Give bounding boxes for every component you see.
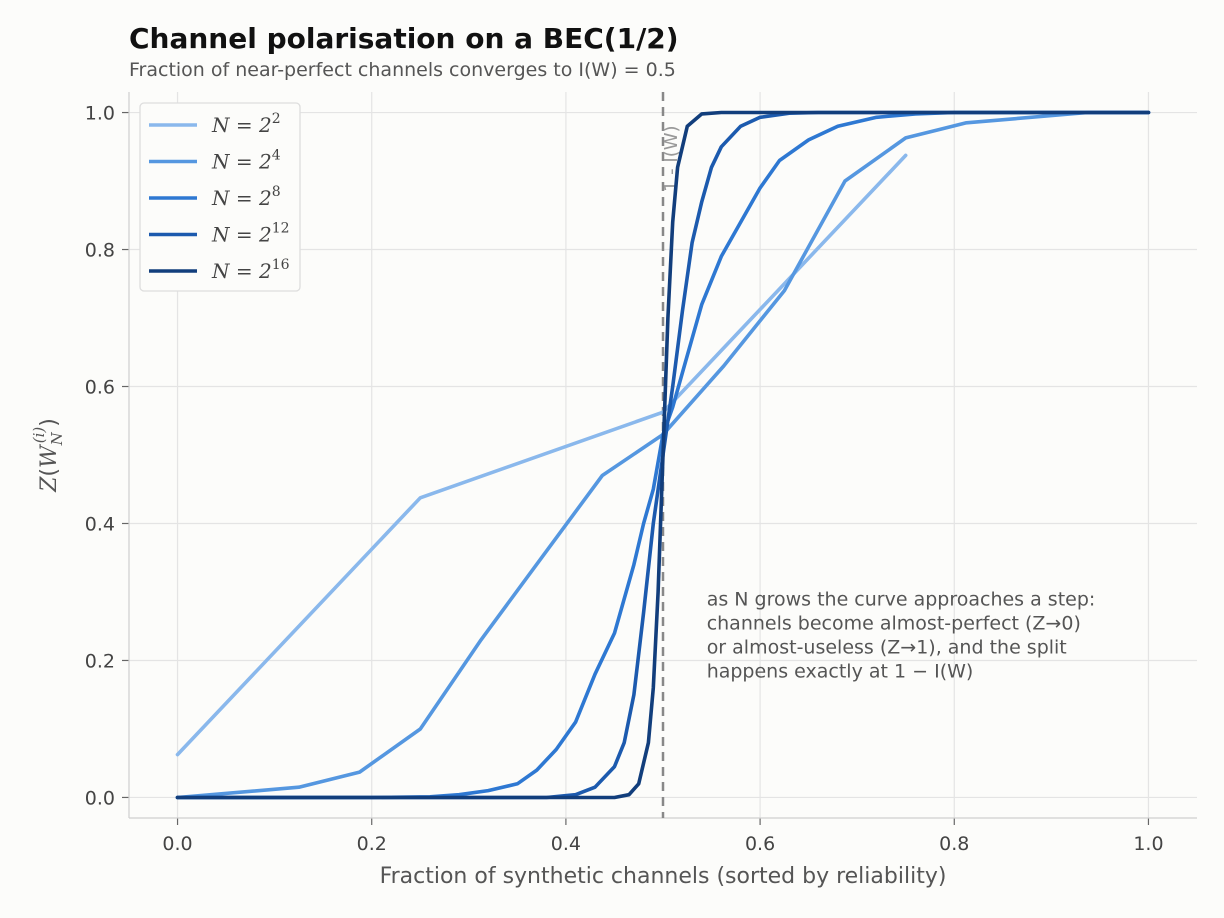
x-tick-label: 0.4 xyxy=(551,833,581,855)
tick-labels: 0.0 0.2 0.4 0.6 0.8 1.0 0.0 0.2 0.4 0.6 0.8 1.0 xyxy=(85,103,1164,855)
y-tick-label: 0.2 xyxy=(85,650,115,672)
legend-entry: N = 216 xyxy=(211,257,290,283)
y-axis-label: Z(WN(i)) xyxy=(30,418,66,493)
annotation-line: or almost-useless (Z→1), and the split xyxy=(707,637,1067,659)
chart-subtitle: Fraction of near-perfect channels conver… xyxy=(129,59,676,81)
series-line xyxy=(175,110,1151,800)
legend-entry: N = 24 xyxy=(211,148,281,174)
legend-entry: N = 28 xyxy=(211,184,281,210)
annotation-line: as N grows the curve approaches a step: xyxy=(707,589,1096,611)
series-line xyxy=(175,153,908,757)
series-group xyxy=(175,110,1151,800)
legend-entry: N = 22 xyxy=(211,111,281,137)
legend: N = 22 N = 24 N = 28 N = 212 N = 216 xyxy=(139,102,301,292)
y-tick-label: 0.0 xyxy=(85,787,115,809)
annotation: as N grows the curve approaches a step:c… xyxy=(707,589,1096,683)
y-tick-label: 0.6 xyxy=(85,377,115,399)
series-line xyxy=(175,110,1151,800)
x-tick-label: 0.2 xyxy=(357,833,387,855)
legend-box xyxy=(139,102,301,292)
x-tick-label: 0.8 xyxy=(939,833,969,855)
annotation-line: channels become almost-perfect (Z→0) xyxy=(707,613,1081,635)
y-tick-label: 0.4 xyxy=(85,513,115,535)
chart-title: Channel polarisation on a BEC(1/2) xyxy=(129,22,679,55)
x-tick-label: 0.6 xyxy=(745,833,775,855)
x-tick-label: 0.0 xyxy=(162,833,192,855)
x-axis-label: Fraction of synthetic channels (sorted b… xyxy=(380,864,947,889)
legend-entry: N = 212 xyxy=(211,221,290,247)
annotation-line: happens exactly at 1 − I(W) xyxy=(707,661,974,683)
series-line xyxy=(175,110,1151,800)
y-tick-label: 0.8 xyxy=(85,240,115,262)
y-tick-label: 1.0 xyxy=(85,103,115,125)
x-tick-label: 1.0 xyxy=(1133,833,1163,855)
